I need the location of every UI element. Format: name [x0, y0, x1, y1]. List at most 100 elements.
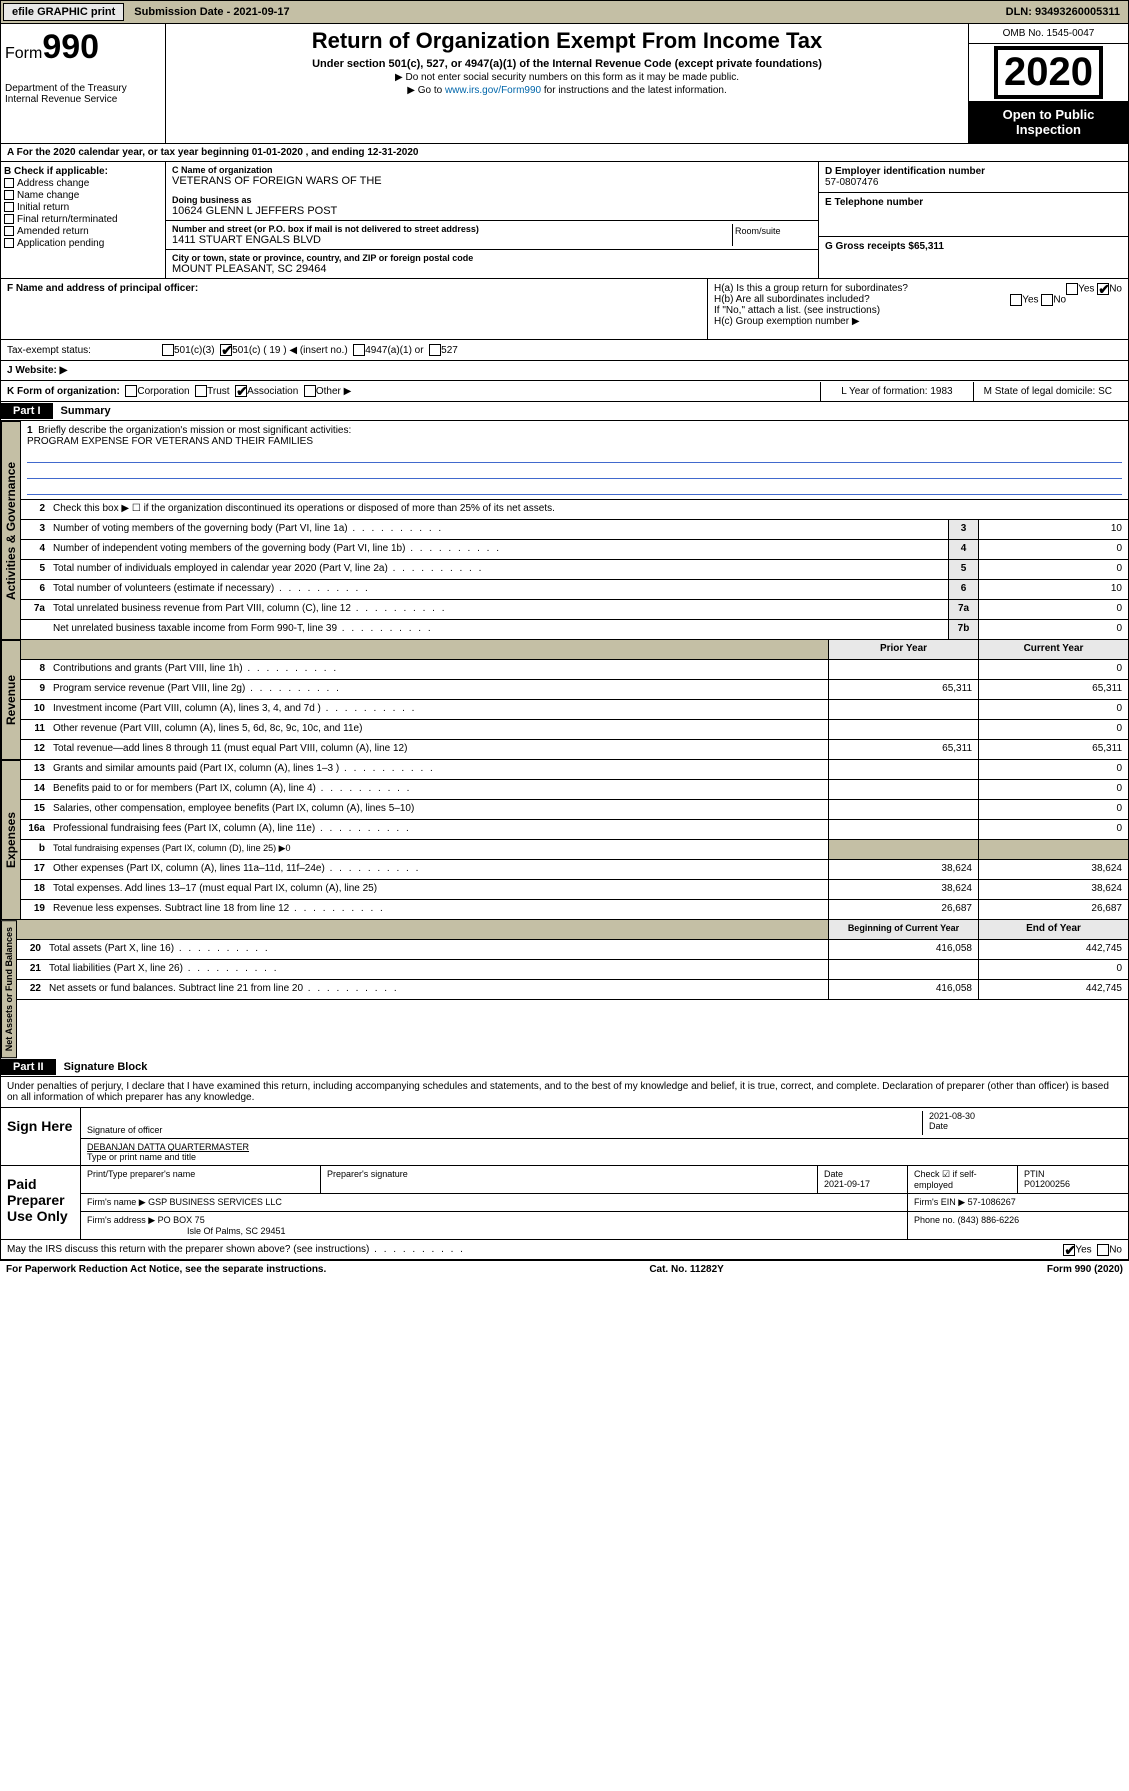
end-hdr: End of Year	[978, 920, 1128, 939]
period-row: A For the 2020 calendar year, or tax yea…	[0, 144, 1129, 162]
line11: Other revenue (Part VIII, column (A), li…	[49, 720, 828, 739]
v3: 10	[978, 520, 1128, 539]
firm-name: GSP BUSINESS SERVICES LLC	[148, 1197, 282, 1207]
ptin: P01200256	[1024, 1179, 1122, 1189]
efile-btn[interactable]: efile GRAPHIC print	[3, 3, 124, 21]
line16a: Professional fundraising fees (Part IX, …	[49, 820, 828, 839]
line22: Net assets or fund balances. Subtract li…	[45, 980, 828, 999]
form-title: Return of Organization Exempt From Incom…	[176, 28, 958, 54]
v4: 0	[978, 540, 1128, 559]
line5: Total number of individuals employed in …	[49, 560, 948, 579]
p9: 65,311	[828, 680, 978, 699]
part1-hdr: Part I	[1, 403, 53, 419]
line19: Revenue less expenses. Subtract line 18 …	[49, 900, 828, 919]
v6: 10	[978, 580, 1128, 599]
part2-title: Signature Block	[56, 1058, 156, 1076]
hb-note: If "No," attach a list. (see instruction…	[714, 305, 1122, 316]
self-employed: Check ☑ if self-employed	[908, 1166, 1018, 1193]
city-label: City or town, state or province, country…	[172, 253, 812, 263]
tab-net: Net Assets or Fund Balances	[1, 920, 17, 1058]
line10: Investment income (Part VIII, column (A)…	[49, 700, 828, 719]
c14: 0	[978, 780, 1128, 799]
footer: For Paperwork Reduction Act Notice, see …	[0, 1260, 1129, 1278]
paid-preparer: Paid Preparer Use Only	[1, 1166, 81, 1239]
line7b: Net unrelated business taxable income fr…	[49, 620, 948, 639]
line6: Total number of volunteers (estimate if …	[49, 580, 948, 599]
prior-hdr: Prior Year	[828, 640, 978, 659]
line20: Total assets (Part X, line 16)	[45, 940, 828, 959]
c17: 38,624	[978, 860, 1128, 879]
dln: DLN: 93493260005311	[1006, 6, 1126, 18]
omb: OMB No. 1545-0047	[969, 24, 1128, 44]
firm-phone: (843) 886-6226	[958, 1215, 1020, 1225]
cb-final[interactable]: Final return/terminated	[4, 214, 162, 225]
room-label: Room/suite	[732, 224, 812, 246]
line16b: Total fundraising expenses (Part IX, col…	[49, 840, 828, 859]
v7b: 0	[978, 620, 1128, 639]
cb-addr[interactable]: Address change	[4, 178, 162, 189]
p12: 65,311	[828, 740, 978, 759]
line13: Grants and similar amounts paid (Part IX…	[49, 760, 828, 779]
tab-governance: Activities & Governance	[1, 421, 21, 640]
block-b: B Check if applicable: Address change Na…	[0, 162, 1129, 279]
form-subtitle: Under section 501(c), 527, or 4947(a)(1)…	[176, 58, 958, 70]
org-dba: 10624 GLENN L JEFFERS POST	[172, 205, 812, 217]
line15: Salaries, other compensation, employee b…	[49, 800, 828, 819]
c12: 65,311	[978, 740, 1128, 759]
dept: Department of the TreasuryInternal Reven…	[5, 83, 161, 105]
c21: 0	[978, 960, 1128, 979]
d-label: D Employer identification number	[825, 166, 1122, 177]
hb-row: H(b) Are all subordinates included?Yes N…	[714, 294, 1122, 305]
cb-amend[interactable]: Amended return	[4, 226, 162, 237]
foot-mid: Cat. No. 11282Y	[649, 1264, 723, 1275]
c15: 0	[978, 800, 1128, 819]
p22: 416,058	[828, 980, 978, 999]
f-label: F Name and address of principal officer:	[1, 279, 708, 339]
irs-link[interactable]: www.irs.gov/Form990	[445, 85, 541, 96]
org-city: MOUNT PLEASANT, SC 29464	[172, 263, 812, 275]
k-row: K Form of organization: Corporation Trus…	[0, 381, 1129, 402]
block-f: F Name and address of principal officer:…	[0, 279, 1129, 340]
begin-hdr: Beginning of Current Year	[828, 920, 978, 939]
c13: 0	[978, 760, 1128, 779]
tax-status-row: Tax-exempt status: 501(c)(3) 501(c) ( 19…	[0, 340, 1129, 361]
c20: 442,745	[978, 940, 1128, 959]
signature-block: Under penalties of perjury, I declare th…	[0, 1077, 1129, 1260]
c10: 0	[978, 700, 1128, 719]
cb-app[interactable]: Application pending	[4, 238, 162, 249]
sub-date: Submission Date - 2021-09-17	[128, 4, 295, 20]
b-label: B Check if applicable:	[4, 166, 162, 177]
c-label: C Name of organization	[172, 165, 812, 175]
line1: Briefly describe the organization's miss…	[38, 425, 351, 436]
line2: Check this box ▶ ☐ if the organization d…	[49, 500, 1128, 519]
line17: Other expenses (Part IX, column (A), lin…	[49, 860, 828, 879]
c19: 26,687	[978, 900, 1128, 919]
cb-init[interactable]: Initial return	[4, 202, 162, 213]
firm-addr: PO BOX 75	[158, 1215, 205, 1225]
c22: 442,745	[978, 980, 1128, 999]
e-label: E Telephone number	[825, 197, 1122, 208]
cb-name[interactable]: Name change	[4, 190, 162, 201]
c8: 0	[978, 660, 1128, 679]
line3: Number of voting members of the governin…	[49, 520, 948, 539]
p20: 416,058	[828, 940, 978, 959]
tab-revenue: Revenue	[1, 640, 21, 760]
form-header: Form990 Department of the TreasuryIntern…	[0, 24, 1129, 144]
form-number: Form990	[5, 28, 161, 67]
note-ssn: ▶ Do not enter social security numbers o…	[176, 72, 958, 83]
ein: 57-0807476	[825, 177, 1122, 188]
v5: 0	[978, 560, 1128, 579]
c18: 38,624	[978, 880, 1128, 899]
sig-officer-label: Signature of officer	[87, 1125, 922, 1135]
mission-text: PROGRAM EXPENSE FOR VETERANS AND THEIR F…	[27, 436, 1122, 447]
part1-section: Part I Summary Activities & Governance 1…	[0, 402, 1129, 1077]
line14: Benefits paid to or for members (Part IX…	[49, 780, 828, 799]
line12: Total revenue—add lines 8 through 11 (mu…	[49, 740, 828, 759]
sig-date: 2021-08-30	[929, 1111, 1122, 1121]
line21: Total liabilities (Part X, line 26)	[45, 960, 828, 979]
discuss-row: May the IRS discuss this return with the…	[1, 1240, 1128, 1259]
hc-row: H(c) Group exemption number ▶	[714, 316, 1122, 327]
website-row: J Website: ▶	[0, 361, 1129, 381]
foot-left: For Paperwork Reduction Act Notice, see …	[6, 1264, 326, 1275]
line7a: Total unrelated business revenue from Pa…	[49, 600, 948, 619]
